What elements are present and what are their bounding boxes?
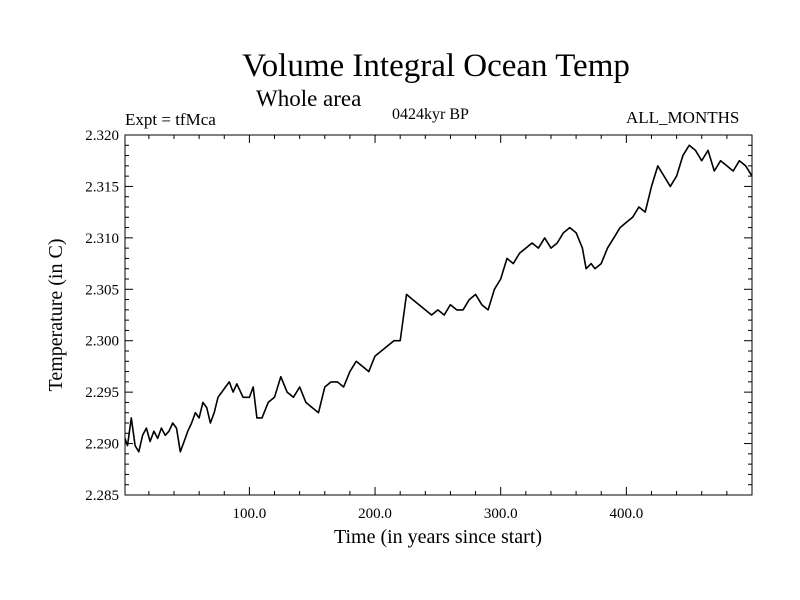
y-tick-label: 2.310 bbox=[85, 231, 119, 247]
experiment-label: Expt = tfMca bbox=[125, 110, 216, 129]
series-line bbox=[124, 144, 753, 453]
series-layer bbox=[124, 144, 753, 453]
x-tick-label: 200.0 bbox=[358, 506, 392, 522]
y-tick-label: 2.315 bbox=[85, 179, 119, 195]
y-tick-label: 2.305 bbox=[85, 282, 119, 298]
y-axis-label: Temperature (in C) bbox=[45, 239, 67, 392]
y-tick-label: 2.295 bbox=[85, 385, 119, 401]
tick-labels: 100.0 200.0 300.0 400.0 2.285 2.290 2.295 2.300… bbox=[85, 128, 643, 522]
x-tick-label: 300.0 bbox=[484, 506, 518, 522]
y-tick-label: 2.290 bbox=[85, 437, 119, 453]
x-tick-label: 100.0 bbox=[233, 506, 267, 522]
axis-ticks bbox=[125, 134, 752, 496]
y-tick-label: 2.285 bbox=[85, 488, 119, 504]
chart-title: Volume Integral Ocean Temp bbox=[242, 48, 630, 84]
x-axis-label: Time (in years since start) bbox=[334, 526, 542, 548]
y-tick-label: 2.300 bbox=[85, 334, 119, 350]
months-label: ALL_MONTHS bbox=[626, 108, 740, 127]
y-tick-label: 2.320 bbox=[85, 128, 119, 144]
period-label: 0424kyr BP bbox=[392, 106, 469, 123]
chart-subtitle: Whole area bbox=[256, 86, 362, 111]
plot-frame bbox=[124, 134, 753, 496]
x-tick-label: 400.0 bbox=[609, 506, 643, 522]
